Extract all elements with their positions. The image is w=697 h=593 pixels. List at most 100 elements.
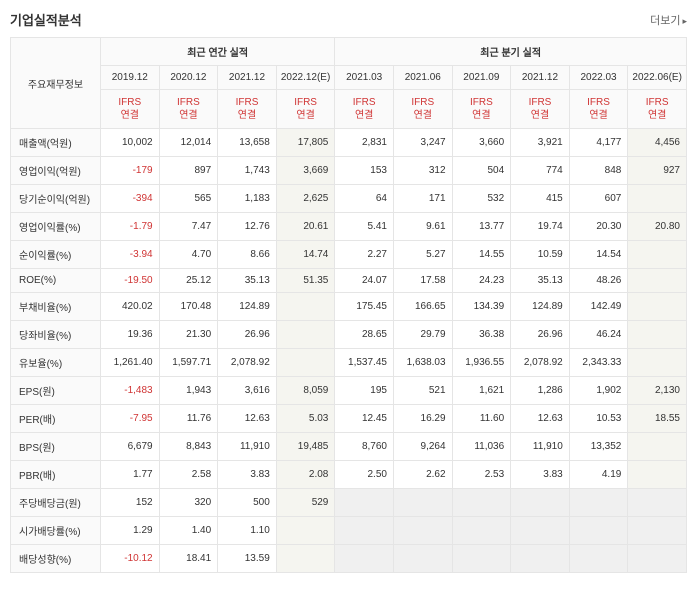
table-row: EPS(원)-1,4831,9433,6168,0591955211,6211,… bbox=[11, 377, 687, 405]
table-row: PER(배)-7.9511.7612.635.0312.4516.2911.60… bbox=[11, 405, 687, 433]
row-label: 영업이익(억원) bbox=[11, 157, 101, 185]
data-cell: 1,743 bbox=[218, 157, 277, 185]
data-cell: 3,921 bbox=[511, 129, 570, 157]
data-cell: 36.38 bbox=[452, 321, 511, 349]
data-cell: 2.27 bbox=[335, 241, 394, 269]
data-cell: 500 bbox=[218, 489, 277, 517]
data-cell: 13.59 bbox=[218, 545, 277, 573]
period-header: 2022.03 bbox=[569, 66, 628, 90]
ifrs-header: IFRS연결 bbox=[628, 90, 687, 129]
data-cell: 3,247 bbox=[393, 129, 452, 157]
data-cell: 2.53 bbox=[452, 461, 511, 489]
data-cell: 1,638.03 bbox=[393, 349, 452, 377]
row-label: 배당성향(%) bbox=[11, 545, 101, 573]
data-cell: 166.65 bbox=[393, 293, 452, 321]
data-cell: 1,183 bbox=[218, 185, 277, 213]
period-header: 2022.12(E) bbox=[276, 66, 335, 90]
period-header: 2021.03 bbox=[335, 66, 394, 90]
annual-section-header: 최근 연간 실적 bbox=[101, 38, 335, 66]
data-cell: 48.26 bbox=[569, 269, 628, 293]
table-row: PBR(배)1.772.583.832.082.502.622.533.834.… bbox=[11, 461, 687, 489]
data-cell: 12.63 bbox=[218, 405, 277, 433]
data-cell: 20.30 bbox=[569, 213, 628, 241]
page-title: 기업실적분석 bbox=[10, 10, 82, 29]
data-cell: 320 bbox=[159, 489, 218, 517]
data-cell: 11.76 bbox=[159, 405, 218, 433]
data-cell bbox=[569, 517, 628, 545]
data-cell: 4,177 bbox=[569, 129, 628, 157]
data-cell: -3.94 bbox=[101, 241, 160, 269]
data-cell: 774 bbox=[511, 157, 570, 185]
data-cell: 1.10 bbox=[218, 517, 277, 545]
ifrs-header: IFRS연결 bbox=[218, 90, 277, 129]
data-cell bbox=[628, 185, 687, 213]
data-cell: 171 bbox=[393, 185, 452, 213]
data-cell: 1,286 bbox=[511, 377, 570, 405]
data-cell: 415 bbox=[511, 185, 570, 213]
data-cell bbox=[628, 517, 687, 545]
data-cell bbox=[335, 545, 394, 573]
data-cell bbox=[511, 489, 570, 517]
data-cell: 10.59 bbox=[511, 241, 570, 269]
data-cell: 11,910 bbox=[218, 433, 277, 461]
data-cell: 153 bbox=[335, 157, 394, 185]
period-header: 2021.12 bbox=[511, 66, 570, 90]
data-cell bbox=[335, 517, 394, 545]
data-cell: -1,483 bbox=[101, 377, 160, 405]
data-cell: 420.02 bbox=[101, 293, 160, 321]
chevron-right-icon: ▸ bbox=[682, 16, 687, 26]
data-cell: 24.23 bbox=[452, 269, 511, 293]
data-cell bbox=[335, 489, 394, 517]
data-cell bbox=[628, 489, 687, 517]
data-cell: 312 bbox=[393, 157, 452, 185]
data-cell: 18.55 bbox=[628, 405, 687, 433]
row-label: 유보율(%) bbox=[11, 349, 101, 377]
data-cell bbox=[276, 321, 335, 349]
data-cell: 2.62 bbox=[393, 461, 452, 489]
data-cell: 8.66 bbox=[218, 241, 277, 269]
data-cell: 20.80 bbox=[628, 213, 687, 241]
data-cell: 13,658 bbox=[218, 129, 277, 157]
ifrs-header: IFRS연결 bbox=[276, 90, 335, 129]
data-cell: 1,936.55 bbox=[452, 349, 511, 377]
data-cell: 2,343.33 bbox=[569, 349, 628, 377]
data-cell: -394 bbox=[101, 185, 160, 213]
data-cell: 19.74 bbox=[511, 213, 570, 241]
data-cell: 6,679 bbox=[101, 433, 160, 461]
row-label: PER(배) bbox=[11, 405, 101, 433]
data-cell: 19.36 bbox=[101, 321, 160, 349]
data-cell bbox=[276, 517, 335, 545]
data-cell: 1,902 bbox=[569, 377, 628, 405]
data-cell: 2,078.92 bbox=[218, 349, 277, 377]
data-cell: 2,078.92 bbox=[511, 349, 570, 377]
data-cell: 529 bbox=[276, 489, 335, 517]
data-cell: 26.96 bbox=[218, 321, 277, 349]
data-cell bbox=[511, 545, 570, 573]
data-cell: 5.03 bbox=[276, 405, 335, 433]
data-cell: 8,760 bbox=[335, 433, 394, 461]
row-label: EPS(원) bbox=[11, 377, 101, 405]
data-cell: 1.77 bbox=[101, 461, 160, 489]
data-cell bbox=[628, 269, 687, 293]
data-cell: 134.39 bbox=[452, 293, 511, 321]
data-cell: 25.12 bbox=[159, 269, 218, 293]
data-cell: 927 bbox=[628, 157, 687, 185]
table-row: 유보율(%)1,261.401,597.712,078.921,537.451,… bbox=[11, 349, 687, 377]
data-cell: 46.24 bbox=[569, 321, 628, 349]
data-cell: 12.45 bbox=[335, 405, 394, 433]
row-label: 당좌비율(%) bbox=[11, 321, 101, 349]
data-cell: 24.07 bbox=[335, 269, 394, 293]
ifrs-header: IFRS연결 bbox=[101, 90, 160, 129]
row-label: 영업이익률(%) bbox=[11, 213, 101, 241]
data-cell: 35.13 bbox=[511, 269, 570, 293]
row-label: 부채비율(%) bbox=[11, 293, 101, 321]
table-row: 배당성향(%)-10.1218.4113.59 bbox=[11, 545, 687, 573]
data-cell: 2,130 bbox=[628, 377, 687, 405]
table-row: ROE(%)-19.5025.1235.1351.3524.0717.5824.… bbox=[11, 269, 687, 293]
data-cell: 26.96 bbox=[511, 321, 570, 349]
data-cell: 28.65 bbox=[335, 321, 394, 349]
data-cell: 1,597.71 bbox=[159, 349, 218, 377]
more-link[interactable]: 더보기▸ bbox=[650, 12, 687, 28]
data-cell: 565 bbox=[159, 185, 218, 213]
data-cell: 2.08 bbox=[276, 461, 335, 489]
